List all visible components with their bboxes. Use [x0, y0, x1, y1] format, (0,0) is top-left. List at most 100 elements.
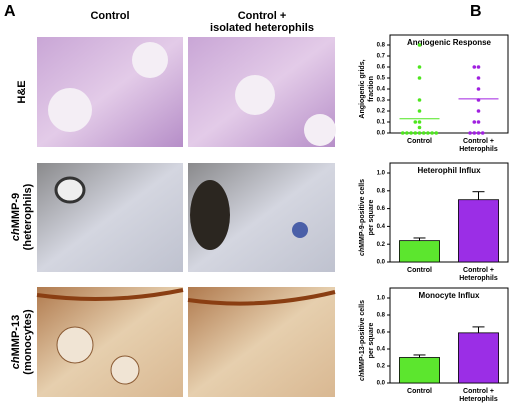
x-tick-label: Heterophils — [459, 396, 498, 403]
plot-frame — [389, 34, 509, 134]
micrograph-detail — [48, 88, 92, 132]
y-label-prefix: ch — [359, 248, 366, 256]
y-label-text: per square — [368, 322, 375, 358]
data-point — [476, 131, 481, 135]
y-tick-label: 0.2 — [377, 109, 386, 115]
y-label-main: MMP-13-positive cells — [359, 300, 366, 373]
y-tick-label: 0.0 — [377, 131, 386, 137]
data-point — [430, 131, 434, 135]
row-label-prefix: ch — [10, 356, 22, 369]
y-tick-label: 0.5 — [377, 76, 386, 82]
y-tick-label: 0.8 — [377, 43, 386, 49]
y-label-text: chMMP-9-positive cells — [359, 179, 366, 256]
y-label-prefix: ch — [359, 373, 366, 381]
x-tick-label: Control — [407, 138, 432, 145]
y-label-text: per square — [368, 199, 375, 235]
data-point — [417, 125, 422, 130]
y-tick-label: 1.0 — [377, 171, 386, 177]
y-tick-label: 0.7 — [377, 54, 386, 60]
y-label-text: fraction — [368, 76, 375, 102]
plot-frame — [389, 287, 509, 384]
bar — [458, 332, 499, 384]
row-label-text: H&E — [16, 80, 28, 103]
data-point — [480, 131, 485, 135]
data-point — [413, 120, 418, 124]
micrograph-detail — [190, 180, 230, 250]
y-tick-label: 0.6 — [377, 206, 386, 212]
row-label: H&E — [16, 80, 28, 103]
x-tick-label: Heterophils — [459, 275, 498, 282]
y-tick-label: 0.6 — [377, 65, 386, 71]
data-point — [417, 43, 422, 47]
y-tick-label: 0.2 — [377, 364, 386, 370]
y-tick-label: 0.2 — [377, 242, 386, 248]
chart-title: Angiogenic Response — [407, 38, 492, 47]
micrograph-detail — [110, 355, 140, 385]
micrograph-detail — [304, 114, 336, 146]
y-tick-label: 0.4 — [377, 224, 386, 230]
micrograph-detail — [36, 288, 184, 301]
row-label-prefix: ch — [10, 228, 22, 241]
y-label-main: MMP-9-positive cells — [359, 179, 366, 248]
x-tick-label: Control + — [463, 388, 494, 395]
data-point — [417, 76, 422, 80]
panel-label: B — [470, 3, 482, 20]
y-axis-label: chMMP-13-positive cells per square — [359, 300, 375, 381]
chart-title: Heterophil Influx — [417, 166, 481, 175]
data-point — [417, 131, 422, 135]
data-point — [472, 131, 477, 135]
data-point — [400, 131, 405, 135]
micrograph-detail — [235, 75, 275, 115]
row-label-text: chMMP-13 — [10, 315, 22, 369]
data-point — [434, 131, 439, 135]
data-point — [476, 120, 481, 124]
data-point — [421, 131, 426, 135]
y-tick-label: 0.1 — [377, 120, 386, 126]
data-point — [417, 109, 422, 113]
data-point — [476, 109, 481, 113]
data-point — [476, 65, 481, 69]
micrograph-detail — [54, 176, 86, 204]
y-label-text: Angiogenic grids, — [359, 59, 366, 118]
y-label-main: Angiogenic grids, — [359, 59, 366, 118]
row-label-main: MMP-9 — [10, 193, 22, 228]
y-tick-label: 0.3 — [377, 98, 386, 104]
data-point — [417, 120, 422, 124]
data-point — [468, 131, 472, 135]
y-tick-label: 0.0 — [377, 260, 386, 266]
bar — [399, 357, 440, 384]
column-label: isolated heterophils — [210, 22, 314, 34]
x-tick-label: Control — [407, 388, 432, 395]
y-label-text: chMMP-13-positive cells — [359, 300, 366, 381]
micrographs — [36, 37, 336, 397]
column-label: Control — [90, 10, 129, 22]
x-tick-label: Heterophils — [459, 146, 498, 153]
data-point — [409, 131, 413, 135]
chart-title: Monocyte Influx — [419, 291, 480, 300]
row-label-main: H&E — [16, 80, 28, 103]
y-tick-label: 0.4 — [377, 347, 386, 353]
y-tick-label: 0.6 — [377, 330, 386, 336]
micrograph-detail — [132, 42, 168, 78]
panel-label: A — [4, 3, 16, 20]
micrograph — [188, 287, 335, 397]
data-point — [417, 98, 422, 102]
y-tick-label: 0.8 — [377, 313, 386, 319]
bar — [399, 240, 440, 263]
micrograph-detail — [292, 222, 308, 238]
row-label-text: chMMP-9 — [10, 193, 22, 241]
row-label: chMMP-9 (heterophils) — [10, 183, 34, 250]
data-point — [472, 65, 477, 69]
x-tick-label: Control + — [463, 138, 494, 145]
data-point — [417, 65, 422, 69]
row-label-sub: (heterophils) — [22, 183, 34, 250]
y-tick-label: 0.8 — [377, 188, 386, 194]
y-axis-label: Angiogenic grids, fraction — [359, 59, 375, 118]
micrograph-detail — [56, 326, 94, 364]
y-axis-label: chMMP-9-positive cells per square — [359, 179, 375, 256]
row-label-sub: (monocytes) — [22, 309, 34, 375]
plot-frame — [389, 162, 509, 263]
column-label: Control + — [238, 10, 287, 22]
bar — [458, 199, 499, 263]
